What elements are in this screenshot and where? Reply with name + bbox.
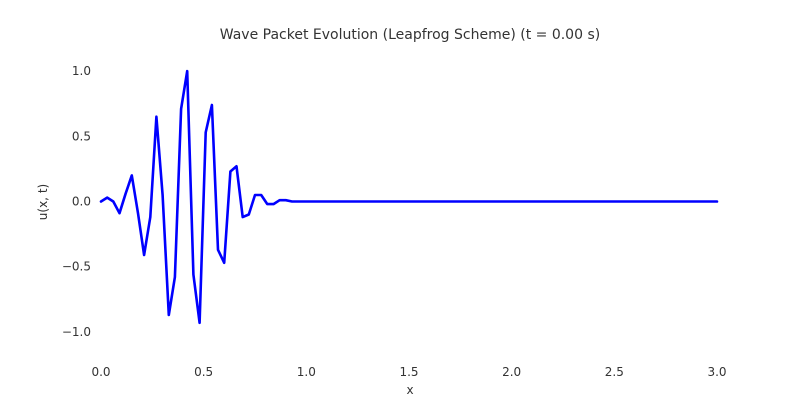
x-axis-label: x [406,383,413,397]
y-tick-label: −0.5 [62,260,91,274]
x-tick-label: 2.0 [502,365,521,379]
chart-title: Wave Packet Evolution (Leapfrog Scheme) … [220,27,600,43]
x-tick-label: 0.0 [91,365,110,379]
x-axis-ticks: 0.0 0.5 1.0 1.5 2.0 2.5 3.0 [91,365,726,379]
y-axis-label: u(x, t) [36,184,50,220]
series-group [99,69,719,325]
y-tick-label: −1.0 [62,325,91,339]
y-tick-label: 1.0 [72,64,91,78]
y-tick-label: 0.5 [72,129,91,143]
x-tick-label: 1.0 [297,365,316,379]
y-axis-ticks: 1.0 0.5 0.0 −0.5 −1.0 [62,64,91,339]
x-tick-label: 0.5 [194,365,213,379]
series-line [99,69,719,325]
x-tick-label: 2.5 [605,365,624,379]
x-tick-label: 1.5 [399,365,418,379]
x-tick-label: 3.0 [707,365,726,379]
y-tick-label: 0.0 [72,195,91,209]
